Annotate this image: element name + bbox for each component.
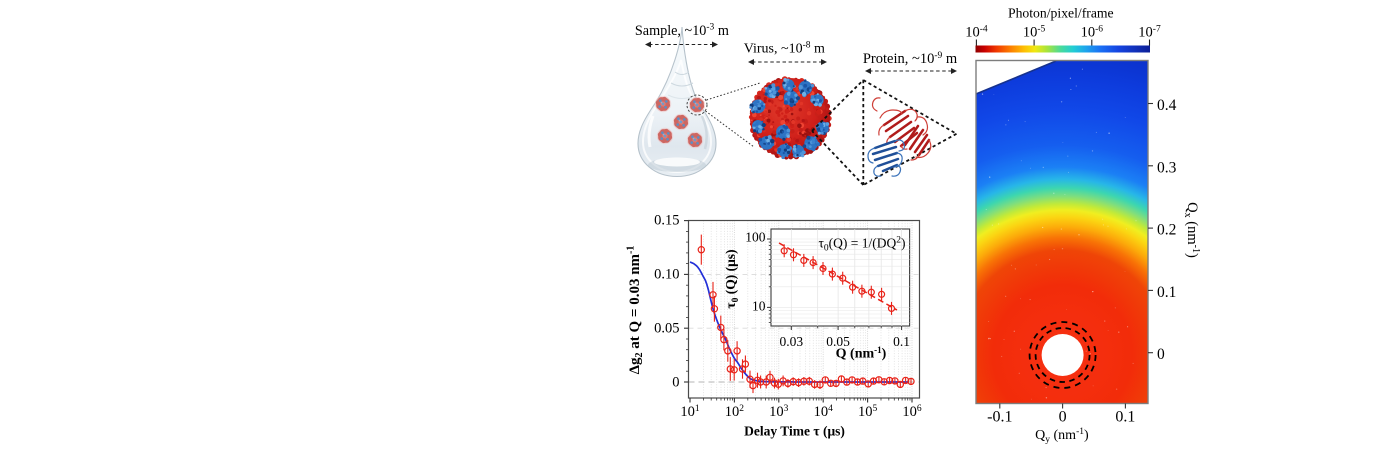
svg-text:102: 102	[725, 404, 745, 420]
svg-text:0.3: 0.3	[1157, 159, 1177, 176]
svg-text:0.1: 0.1	[893, 334, 910, 349]
svg-text:10-7: 10-7	[1138, 25, 1161, 41]
svg-text:Qy (nm-1): Qy (nm-1)	[1035, 427, 1089, 445]
svg-text:Protein, ~10-9 m: Protein, ~10-9 m	[863, 51, 958, 67]
svg-text:0.05: 0.05	[826, 334, 850, 349]
svg-text:0.4: 0.4	[1157, 97, 1177, 114]
svg-text:0: 0	[1157, 346, 1165, 363]
svg-text:103: 103	[769, 404, 789, 420]
svg-text:Sample, ~10-3 m: Sample, ~10-3 m	[635, 22, 729, 39]
svg-text:10-4: 10-4	[965, 25, 988, 41]
svg-text:101: 101	[680, 404, 700, 420]
svg-text:0: 0	[672, 374, 679, 390]
svg-text:104: 104	[814, 404, 834, 420]
svg-text:0.03: 0.03	[779, 334, 803, 349]
svg-text:105: 105	[858, 404, 878, 420]
svg-text:0.1: 0.1	[1115, 409, 1135, 426]
svg-text:0.15: 0.15	[654, 213, 679, 229]
svg-text:τ0(Q) = 1/(DQ2): τ0(Q) = 1/(DQ2)	[818, 236, 905, 254]
svg-text:10-5: 10-5	[1023, 25, 1046, 41]
svg-text:0.05: 0.05	[654, 321, 679, 337]
svg-text:Photon/pixel/frame: Photon/pixel/frame	[1008, 6, 1114, 21]
svg-text:0.1: 0.1	[1157, 284, 1176, 301]
svg-text:Δg2 at Q = 0.03 nm-1: Δg2 at Q = 0.03 nm-1	[626, 246, 646, 375]
svg-text:106: 106	[902, 404, 922, 420]
svg-text:Q (nm-1): Q (nm-1)	[836, 345, 887, 362]
svg-text:100: 100	[745, 230, 766, 245]
svg-text:0: 0	[1059, 409, 1067, 426]
svg-text:Qx (nm-1): Qx (nm-1)	[1182, 202, 1201, 258]
svg-text:Virus, ~10-8 m: Virus, ~10-8 m	[744, 41, 825, 57]
svg-text:Delay Time τ (μs): Delay Time τ (μs)	[744, 424, 845, 439]
svg-text:10-6: 10-6	[1081, 25, 1104, 41]
svg-text:-0.1: -0.1	[987, 409, 1012, 426]
svg-text:10: 10	[752, 299, 766, 314]
svg-text:τ0 (Q) (μs): τ0 (Q) (μs)	[723, 249, 741, 308]
svg-text:0.10: 0.10	[654, 267, 679, 283]
svg-text:0.2: 0.2	[1157, 222, 1176, 239]
